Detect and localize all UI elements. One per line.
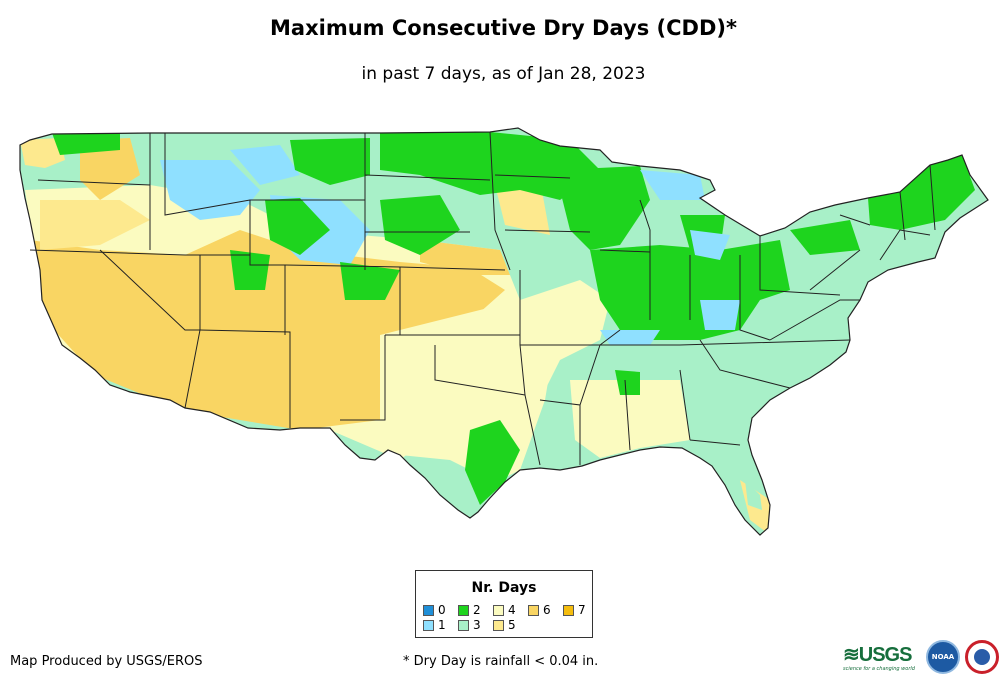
legend-item-2: 2 [458, 603, 481, 617]
footnote-text: * Dry Day is rainfall < 0.04 in. [403, 654, 599, 669]
legend-swatch [458, 620, 469, 631]
us-cdd-map [19, 127, 989, 536]
legend-swatch [493, 620, 504, 631]
legend-item-7: 7 [563, 603, 586, 617]
legend-item-5: 5 [493, 618, 516, 632]
legend-swatch [563, 605, 574, 616]
nws-logo [965, 640, 999, 674]
map-subtitle: in past 7 days, as of Jan 28, 2023 [361, 64, 646, 84]
usgs-tagline: science for a changing world [843, 666, 915, 672]
legend-item-6: 6 [528, 603, 551, 617]
usgs-logo: ≋USGS [843, 644, 912, 666]
legend-item-1: 1 [423, 618, 446, 632]
legend-swatch [493, 605, 504, 616]
legend-item-0: 0 [423, 603, 446, 617]
legend-swatch [458, 605, 469, 616]
legend-title: Nr. Days [471, 580, 537, 596]
noaa-logo: NOAA [926, 640, 960, 674]
legend-item-4: 4 [493, 603, 516, 617]
legend: Nr. Days 0 1 2 3 4 5 6 7 [415, 570, 593, 638]
credit-text: Map Produced by USGS/EROS [10, 654, 203, 669]
agency-logos: ≋USGS science for a changing world NOAA [843, 638, 1003, 678]
legend-swatch [423, 620, 434, 631]
map-title: Maximum Consecutive Dry Days (CDD)* [270, 16, 737, 40]
legend-swatch [528, 605, 539, 616]
legend-item-3: 3 [458, 618, 481, 632]
legend-swatch [423, 605, 434, 616]
